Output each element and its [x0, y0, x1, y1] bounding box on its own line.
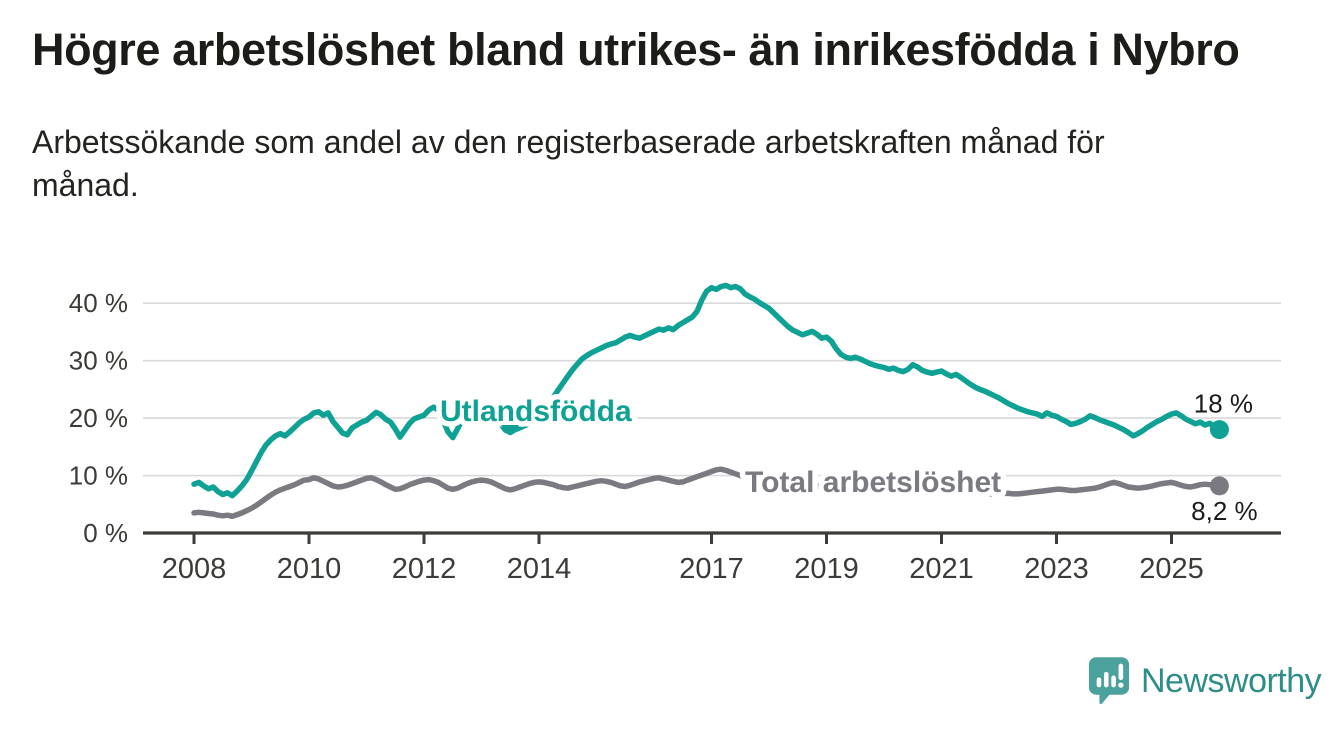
x-axis-tick-label: 2023 — [1024, 553, 1089, 585]
page-subtitle-line-2: månad. — [32, 167, 139, 203]
x-axis-tick-label: 2010 — [277, 553, 342, 585]
series-label-pointer-utlandsfodda — [501, 425, 519, 434]
x-axis-tick-label: 2017 — [679, 553, 744, 585]
page-subtitle: Arbetssökande som andel av den registerb… — [32, 121, 1105, 207]
y-axis-tick-label: 30 % — [69, 346, 128, 376]
series-line-utlandsfodda — [191, 282, 1223, 499]
page-title: Högre arbetslöshet bland utrikes- än inr… — [32, 24, 1240, 75]
newsworthy-logo-icon — [1088, 657, 1130, 705]
x-axis-tick-label: 2014 — [507, 553, 572, 585]
series-line-total-arbetsloshet — [191, 466, 1223, 520]
series-label-utlandsfodda: Utlandsfödda — [440, 395, 632, 428]
series-end-dot-utlandsfodda — [1209, 420, 1229, 440]
series-label-total-arbetsloshet: Total arbetslöshet — [745, 466, 1001, 499]
x-axis-tick-label: 2021 — [909, 553, 974, 585]
series-end-dot-total-arbetsloshet — [1209, 476, 1229, 496]
x-axis-tick-label: 2025 — [1139, 553, 1204, 585]
end-value-label-utlandsfodda: 18 % — [1194, 389, 1253, 419]
x-axis-tick-label: 2012 — [392, 553, 457, 585]
x-axis-tick-label: 2008 — [162, 553, 227, 585]
end-value-label-total-arbetsloshet: 8,2 % — [1191, 496, 1258, 526]
newsworthy-logo: Newsworthy — [1088, 656, 1322, 706]
x-axis-tick-label: 2019 — [794, 553, 859, 585]
page-subtitle-line-1: Arbetssökande som andel av den registerb… — [32, 124, 1105, 160]
y-axis-tick-label: 10 % — [69, 461, 128, 491]
y-axis-tick-label: 0 % — [83, 518, 128, 548]
y-axis-tick-label: 20 % — [69, 403, 128, 433]
y-axis-tick-label: 40 % — [69, 288, 128, 318]
newsworthy-logo-text: Newsworthy — [1141, 661, 1322, 700]
